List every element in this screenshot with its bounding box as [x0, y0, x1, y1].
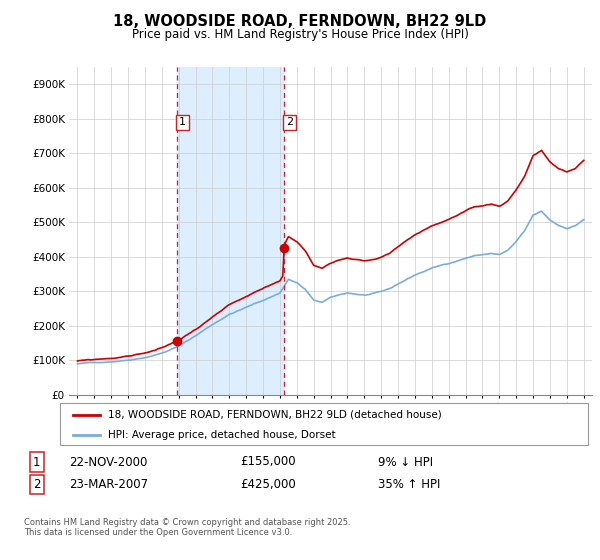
Text: £425,000: £425,000 — [240, 478, 296, 491]
FancyBboxPatch shape — [60, 403, 588, 445]
Text: 18, WOODSIDE ROAD, FERNDOWN, BH22 9LD (detached house): 18, WOODSIDE ROAD, FERNDOWN, BH22 9LD (d… — [107, 410, 441, 420]
Text: 2: 2 — [286, 118, 293, 127]
Text: 1: 1 — [179, 118, 186, 127]
Text: 35% ↑ HPI: 35% ↑ HPI — [378, 478, 440, 491]
Text: 23-MAR-2007: 23-MAR-2007 — [69, 478, 148, 491]
Text: 22-NOV-2000: 22-NOV-2000 — [69, 455, 148, 469]
Text: Price paid vs. HM Land Registry's House Price Index (HPI): Price paid vs. HM Land Registry's House … — [131, 28, 469, 41]
Text: Contains HM Land Registry data © Crown copyright and database right 2025.
This d: Contains HM Land Registry data © Crown c… — [24, 518, 350, 538]
Text: 9% ↓ HPI: 9% ↓ HPI — [378, 455, 433, 469]
Text: 18, WOODSIDE ROAD, FERNDOWN, BH22 9LD: 18, WOODSIDE ROAD, FERNDOWN, BH22 9LD — [113, 14, 487, 29]
Text: 1: 1 — [33, 455, 41, 469]
Text: £155,000: £155,000 — [240, 455, 296, 469]
Text: 2: 2 — [33, 478, 41, 491]
Bar — [176, 67, 284, 395]
Text: HPI: Average price, detached house, Dorset: HPI: Average price, detached house, Dors… — [107, 430, 335, 440]
